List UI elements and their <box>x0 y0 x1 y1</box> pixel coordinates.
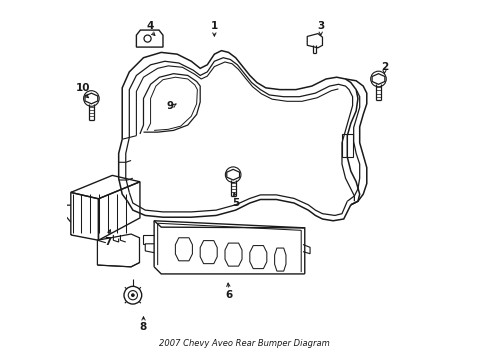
Text: 3: 3 <box>316 21 324 31</box>
Text: 7: 7 <box>104 237 111 247</box>
Polygon shape <box>371 74 384 84</box>
Text: 2: 2 <box>380 62 387 72</box>
Text: 1: 1 <box>210 21 218 31</box>
Text: 4: 4 <box>146 21 154 31</box>
Text: 9: 9 <box>166 100 173 111</box>
Polygon shape <box>85 93 98 104</box>
Polygon shape <box>306 33 322 48</box>
Text: 2007 Chevy Aveo Rear Bumper Diagram: 2007 Chevy Aveo Rear Bumper Diagram <box>159 339 329 348</box>
Polygon shape <box>136 30 163 47</box>
Circle shape <box>124 286 142 304</box>
Circle shape <box>131 294 134 297</box>
Text: 5: 5 <box>231 198 239 208</box>
Text: 6: 6 <box>224 290 232 300</box>
Text: 8: 8 <box>140 322 147 332</box>
Text: 10: 10 <box>76 83 90 93</box>
Polygon shape <box>226 169 239 180</box>
